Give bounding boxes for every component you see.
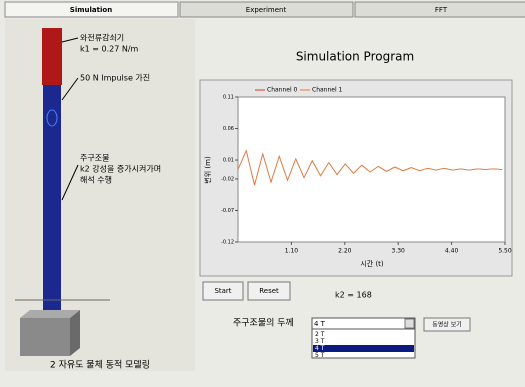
dropdown-list bbox=[312, 329, 415, 358]
legend-label: Channel 0 bbox=[267, 87, 298, 94]
annotation: 와전류감쇠기 bbox=[80, 33, 124, 43]
option[interactable]: 3 T bbox=[315, 338, 325, 345]
base-top bbox=[20, 310, 80, 318]
y-tick-label: -0.12 bbox=[221, 240, 234, 246]
annotation: 해석 수행 bbox=[80, 175, 112, 185]
annotation: k1 = 0.27 N/m bbox=[80, 45, 139, 54]
main-column bbox=[43, 85, 61, 310]
damper-block bbox=[42, 28, 62, 85]
tab-label: Experiment bbox=[246, 6, 287, 14]
option[interactable]: 2 T bbox=[315, 331, 325, 338]
base-block bbox=[20, 318, 70, 356]
option-highlight bbox=[313, 345, 414, 352]
app-window: Simulation Experiment FFT 와전류감쇠기 k1 = 0.27 … bbox=[0, 0, 525, 387]
thickness-label: 주구조물의 두께 bbox=[233, 318, 294, 329]
caption: 2 자유도 물체 동적 모델링 bbox=[50, 359, 150, 371]
video-label: 동영상 보기 bbox=[432, 321, 462, 329]
y-tick-label: 0.06 bbox=[223, 126, 234, 132]
base-side bbox=[70, 310, 80, 356]
x-tick-label: 1.10 bbox=[285, 248, 299, 255]
dropdown-arrow[interactable] bbox=[405, 319, 414, 328]
x-axis-label: 시간 (t) bbox=[360, 259, 384, 268]
start-label: Start bbox=[214, 287, 231, 295]
y-tick-label: -0.02 bbox=[221, 176, 234, 182]
x-tick-label: 2.20 bbox=[338, 248, 352, 255]
y-axis-label: 변위 (m) bbox=[204, 156, 212, 184]
selected-option: 4 T bbox=[314, 320, 326, 328]
thickness-select[interactable] bbox=[312, 318, 415, 329]
tab-label: Simulation bbox=[70, 6, 112, 14]
k2-value: k2 = 168 bbox=[335, 291, 372, 300]
option[interactable]: 5 T bbox=[315, 352, 325, 359]
legend-label: Channel 1 bbox=[312, 87, 343, 94]
annotation: 50 N Impulse 가진 bbox=[80, 73, 150, 83]
tab-label: FFT bbox=[435, 6, 448, 14]
page-title: Simulation Program bbox=[296, 50, 414, 64]
y-tick-label: 0.11 bbox=[223, 95, 234, 101]
y-tick-label: 0.01 bbox=[223, 158, 234, 164]
y-tick-label: -0.07 bbox=[221, 208, 234, 214]
x-tick-label: 4.40 bbox=[445, 248, 459, 255]
annotation: k2 강성을 증가시켜가며 bbox=[80, 164, 161, 174]
reset-label: Reset bbox=[259, 287, 279, 295]
x-tick-label: 5.50 bbox=[498, 248, 512, 255]
option[interactable]: 4 T bbox=[315, 345, 325, 352]
annotation: 주구조물 bbox=[80, 154, 109, 163]
x-tick-label: 3.30 bbox=[392, 248, 406, 255]
